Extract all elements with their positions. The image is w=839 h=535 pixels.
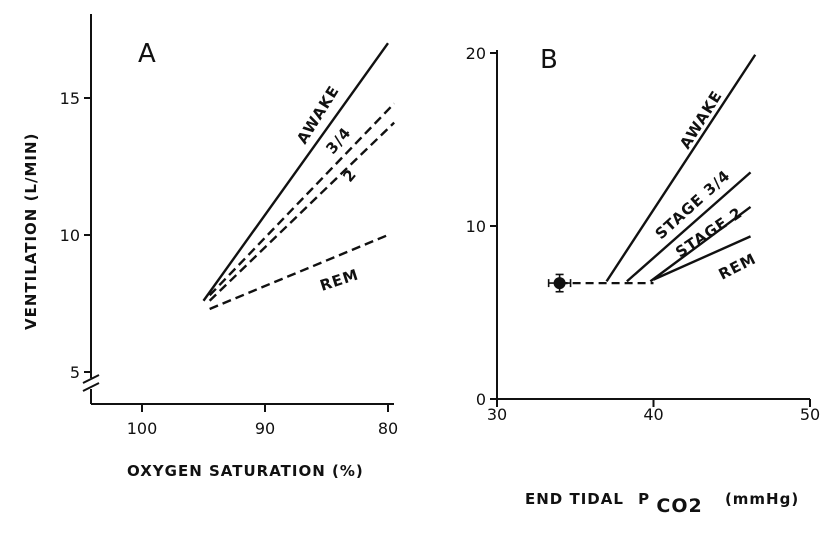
panel-b: B 30 40 50 0 10 20 END TIDAL P CO2 (mmHg) AW…	[466, 44, 821, 517]
panel-b-x-label-subscript: CO2	[656, 495, 702, 517]
panel-a-y-axis-title: VENTILATION (L/MIN)	[22, 133, 40, 330]
a-xtick-label: 100	[127, 419, 158, 438]
panel-a-y-ticks: 5 10 15	[60, 89, 91, 382]
panel-a-letter: A	[138, 39, 156, 69]
series-label-a-rem: REM	[318, 265, 361, 294]
series-label-a-2: 2	[339, 165, 360, 185]
a-xtick-label: 90	[255, 419, 275, 438]
b-series-line-rem	[653, 235, 752, 281]
a-series-line-rem	[209, 233, 389, 311]
panel-a: A 100 90 80 5 10 15 OXYGEN SATURATION (%) VE…	[22, 14, 398, 480]
panel-a-x-ticks: 100 90 80	[127, 404, 398, 438]
panel-a-series	[202, 42, 396, 311]
b-series-line-stage-3-4	[626, 171, 752, 283]
panel-b-x-label-symbol: P	[638, 490, 650, 508]
panel-a-x-axis-title: OXYGEN SATURATION (%)	[127, 462, 364, 480]
a-series-line-2	[208, 121, 395, 302]
panel-b-x-axis-title: END TIDAL P CO2 (mmHg)	[525, 490, 799, 517]
panel-b-x-label-unit: (mmHg)	[725, 490, 799, 508]
panel-a-axis-break	[82, 374, 100, 392]
b-xtick-label: 40	[643, 405, 663, 424]
panel-b-series-labels: AWAKE STAGE 3/4 STAGE 2 REM	[652, 87, 760, 283]
panel-b-series	[559, 54, 757, 285]
a-xtick-label: 80	[378, 419, 398, 438]
panel-b-x-label-text: END TIDAL	[525, 490, 624, 508]
a-series-line-3-4	[208, 102, 396, 297]
b-ytick-label: 0	[476, 390, 486, 409]
a-ytick-label: 5	[70, 363, 80, 382]
b-series-line-awake	[605, 54, 757, 283]
panel-b-x-ticks: 30 40 50	[487, 399, 820, 424]
b-xtick-label: 30	[487, 405, 507, 424]
b-series-line-stage-2	[649, 206, 752, 283]
b-point-marker	[553, 277, 566, 290]
b-xtick-label: 50	[800, 405, 820, 424]
series-label-b-rem: REM	[716, 249, 760, 283]
b-ytick-label: 20	[466, 44, 486, 63]
panel-b-data-point	[547, 273, 572, 293]
a-series-line-awake	[202, 42, 389, 302]
panel-b-y-ticks: 0 10 20	[466, 44, 497, 409]
b-ytick-label: 10	[466, 217, 486, 236]
a-ytick-label: 10	[60, 226, 80, 245]
a-ytick-label: 15	[60, 89, 80, 108]
panel-b-letter: B	[540, 45, 558, 75]
series-label-b-awake: AWAKE	[676, 87, 726, 152]
